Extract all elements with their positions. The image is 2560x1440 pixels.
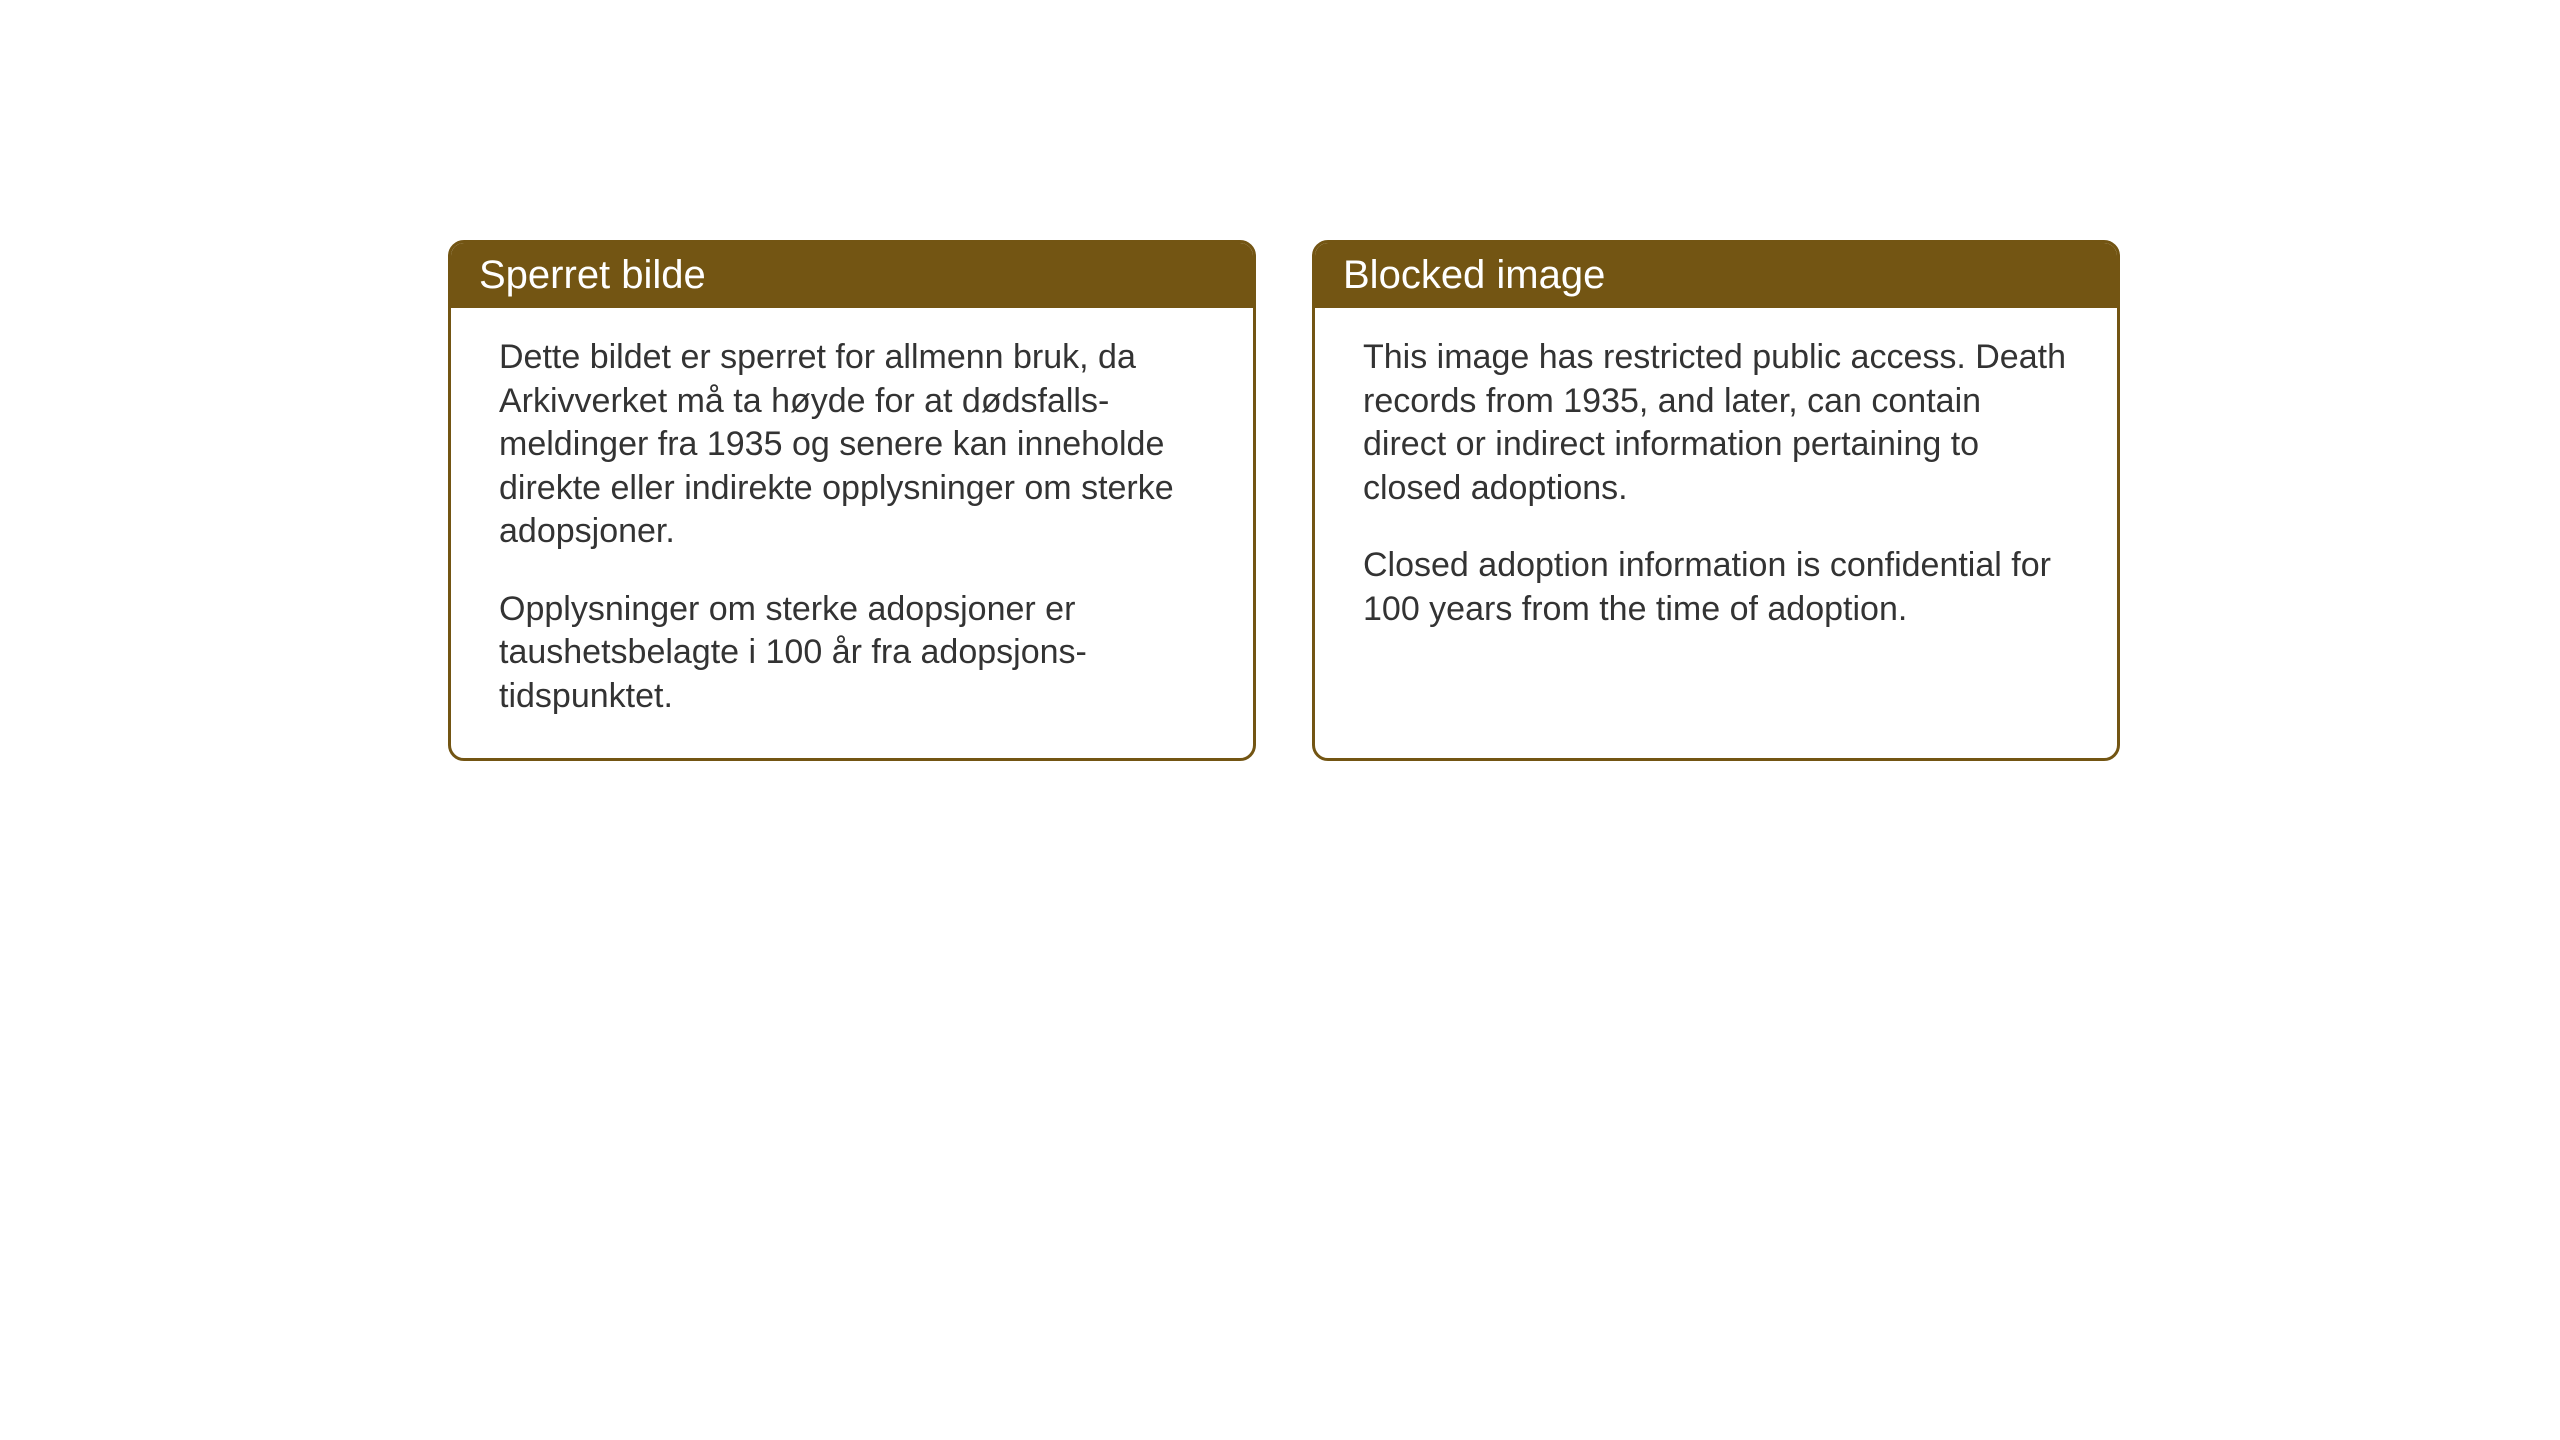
- card-header-norwegian: Sperret bilde: [451, 243, 1253, 308]
- card-header-english: Blocked image: [1315, 243, 2117, 308]
- card-paragraph2-norwegian: Opplysninger om sterke adopsjoner er tau…: [499, 588, 1205, 719]
- notice-card-english: Blocked image This image has restricted …: [1312, 240, 2120, 761]
- card-body-english: This image has restricted public access.…: [1315, 308, 2117, 671]
- notice-card-norwegian: Sperret bilde Dette bildet er sperret fo…: [448, 240, 1256, 761]
- card-body-norwegian: Dette bildet er sperret for allmenn bruk…: [451, 308, 1253, 758]
- notice-container: Sperret bilde Dette bildet er sperret fo…: [448, 240, 2120, 761]
- card-paragraph1-norwegian: Dette bildet er sperret for allmenn bruk…: [499, 336, 1205, 554]
- card-paragraph2-english: Closed adoption information is confident…: [1363, 544, 2069, 631]
- card-paragraph1-english: This image has restricted public access.…: [1363, 336, 2069, 510]
- card-title-english: Blocked image: [1343, 253, 1605, 297]
- card-title-norwegian: Sperret bilde: [479, 253, 706, 297]
